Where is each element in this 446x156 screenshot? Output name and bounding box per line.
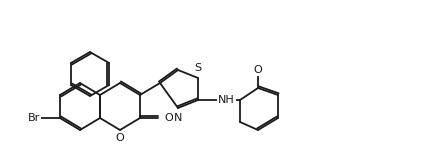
Text: Br: Br bbox=[28, 113, 40, 123]
Text: O: O bbox=[116, 133, 124, 143]
Text: O: O bbox=[164, 113, 173, 123]
Text: NH: NH bbox=[218, 95, 235, 105]
Text: S: S bbox=[194, 63, 202, 73]
Text: O: O bbox=[254, 65, 262, 75]
Text: N: N bbox=[174, 113, 182, 123]
